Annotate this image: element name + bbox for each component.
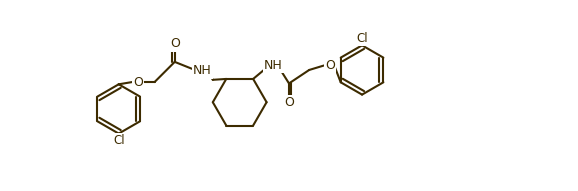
Text: Cl: Cl [113,134,124,147]
Text: O: O [170,37,180,50]
Text: O: O [325,59,335,72]
Text: Cl: Cl [356,32,368,45]
Text: O: O [133,76,143,89]
Text: O: O [284,96,294,109]
Text: NH: NH [264,59,283,72]
Text: NH: NH [193,64,212,77]
